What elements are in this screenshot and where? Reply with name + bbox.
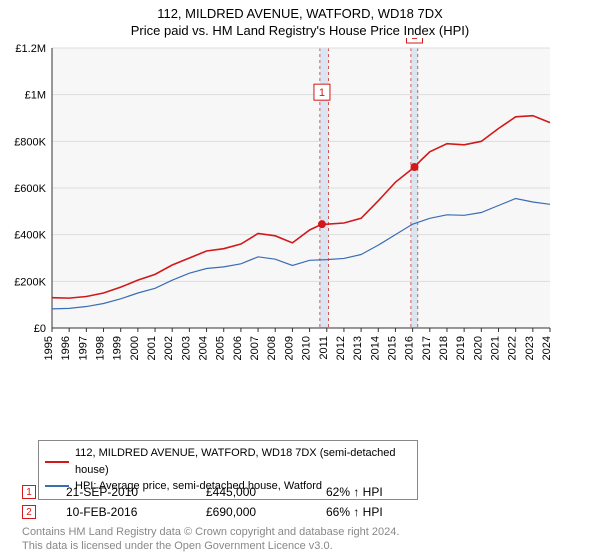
sale-price: £445,000: [206, 485, 326, 499]
svg-text:2013: 2013: [352, 336, 364, 360]
marker-badge-1: 1: [22, 485, 36, 499]
svg-text:£800K: £800K: [14, 136, 46, 148]
legend-label-price: 112, MILDRED AVENUE, WATFORD, WD18 7DX (…: [75, 445, 411, 478]
svg-text:1995: 1995: [43, 336, 55, 360]
title-subtitle: Price paid vs. HM Land Registry's House …: [0, 21, 600, 38]
svg-text:2017: 2017: [421, 336, 433, 360]
svg-text:2019: 2019: [455, 336, 467, 360]
legend-swatch-price: [45, 461, 69, 463]
svg-text:£600K: £600K: [14, 183, 46, 195]
svg-text:1997: 1997: [77, 336, 89, 360]
svg-text:2000: 2000: [129, 336, 141, 360]
svg-text:2004: 2004: [198, 336, 210, 360]
svg-text:1: 1: [319, 87, 325, 99]
svg-text:1996: 1996: [60, 336, 72, 360]
legend-row-price: 112, MILDRED AVENUE, WATFORD, WD18 7DX (…: [45, 445, 411, 478]
attribution-line: Contains HM Land Registry data © Crown c…: [22, 525, 399, 539]
svg-text:£200K: £200K: [14, 276, 46, 288]
table-row: 1 21-SEP-2010 £445,000 62% ↑ HPI: [22, 482, 446, 502]
svg-text:2016: 2016: [404, 336, 416, 360]
svg-text:2010: 2010: [301, 336, 313, 360]
svg-text:2021: 2021: [489, 336, 501, 360]
svg-text:2014: 2014: [369, 336, 381, 360]
svg-text:2005: 2005: [215, 336, 227, 360]
svg-text:2001: 2001: [146, 336, 158, 360]
svg-text:2012: 2012: [335, 336, 347, 360]
marker-badge-2: 2: [22, 505, 36, 519]
svg-text:2: 2: [411, 38, 417, 42]
svg-text:2023: 2023: [524, 336, 536, 360]
svg-text:2022: 2022: [507, 336, 519, 360]
svg-text:2009: 2009: [283, 336, 295, 360]
svg-text:1998: 1998: [95, 336, 107, 360]
svg-text:£0: £0: [34, 323, 46, 335]
svg-text:2006: 2006: [232, 336, 244, 360]
svg-text:£1.2M: £1.2M: [15, 43, 46, 55]
sale-date: 21-SEP-2010: [66, 485, 206, 499]
title-address: 112, MILDRED AVENUE, WATFORD, WD18 7DX: [0, 0, 600, 21]
svg-text:1999: 1999: [112, 336, 124, 360]
sale-delta: 62% ↑ HPI: [326, 485, 446, 499]
svg-text:£400K: £400K: [14, 230, 46, 242]
svg-text:2011: 2011: [318, 336, 330, 360]
svg-text:2015: 2015: [386, 336, 398, 360]
svg-text:2018: 2018: [438, 336, 450, 360]
svg-text:2020: 2020: [472, 336, 484, 360]
attribution-line: This data is licensed under the Open Gov…: [22, 539, 399, 553]
attribution: Contains HM Land Registry data © Crown c…: [22, 525, 399, 554]
svg-text:2007: 2007: [249, 336, 261, 360]
price-chart: £0 £200K £400K £600K £800K £1M £1.2M 1995 1996 19…: [0, 38, 560, 398]
svg-text:2003: 2003: [180, 336, 192, 360]
svg-text:2002: 2002: [163, 336, 175, 360]
svg-text:2008: 2008: [266, 336, 278, 360]
svg-text:2024: 2024: [541, 336, 553, 360]
svg-text:£1M: £1M: [25, 90, 46, 102]
table-row: 2 10-FEB-2016 £690,000 66% ↑ HPI: [22, 502, 446, 522]
sales-table: 1 21-SEP-2010 £445,000 62% ↑ HPI 2 10-FE…: [22, 482, 446, 522]
sale-date: 10-FEB-2016: [66, 505, 206, 519]
sale-delta: 66% ↑ HPI: [326, 505, 446, 519]
sale-price: £690,000: [206, 505, 326, 519]
